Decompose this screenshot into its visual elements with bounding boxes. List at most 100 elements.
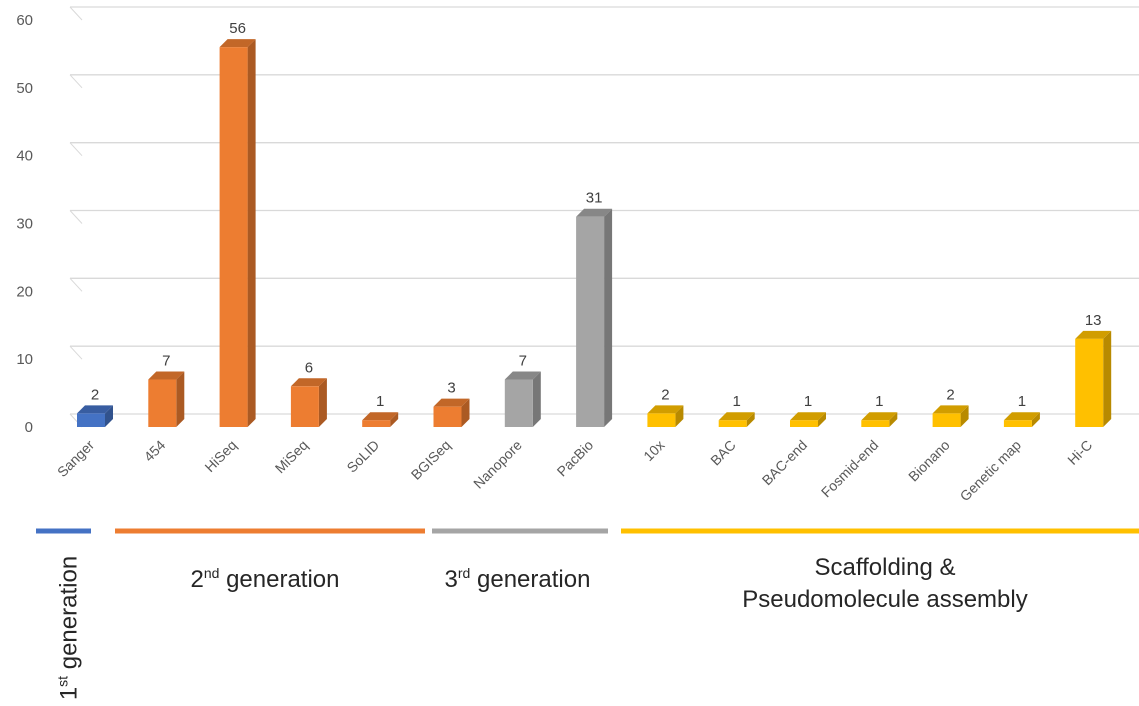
bar-front: [1075, 338, 1104, 427]
gridline-depth-50: [69, 74, 83, 89]
category-label-MiSeq: MiSeq: [272, 437, 311, 476]
gridline-depth-10: [69, 345, 83, 360]
bar-10x: [647, 405, 684, 427]
bar-top: [77, 405, 113, 414]
bar-front: [576, 216, 605, 427]
bar-front: [219, 47, 248, 428]
data-label-Bionano: 2: [946, 386, 954, 403]
bars: [77, 39, 1112, 428]
category-label-Fosmid-end: Fosmid-end: [818, 437, 882, 501]
gridline-depth-60: [69, 6, 83, 21]
y-tick-label-0: 0: [25, 419, 33, 436]
bar-Sanger: [77, 405, 113, 427]
bar-side: [532, 371, 541, 427]
bar-top: [504, 371, 541, 380]
data-label-Sanger: 2: [91, 386, 99, 403]
bar-top: [790, 412, 826, 421]
gridline-depth-40: [69, 142, 83, 157]
bar-top: [219, 39, 256, 48]
bar-side: [461, 398, 470, 427]
bar-BAC-end: [790, 412, 826, 427]
bar-side: [1031, 412, 1040, 427]
category-label-SoLID: SoLID: [343, 437, 382, 476]
bar-side: [105, 405, 113, 427]
category-label-PacBio: PacBio: [554, 437, 597, 480]
data-label-BGISeq: 3: [447, 380, 455, 397]
bar-top: [576, 208, 613, 217]
bar-top: [433, 398, 470, 407]
bar-side: [746, 412, 755, 427]
category-label-Sanger: Sanger: [54, 437, 97, 480]
bar-side: [390, 412, 399, 427]
group-label-2nd-generation: 2nd generation: [190, 565, 340, 593]
bar-side: [1103, 330, 1112, 427]
data-label-454: 7: [162, 353, 170, 370]
data-label-Fosmid-end: 1: [875, 393, 883, 410]
bar-front: [718, 420, 747, 427]
bar-front: [1003, 420, 1032, 427]
bar-side: [889, 412, 898, 427]
bar-front: [504, 379, 533, 427]
category-labels: Sanger 454 HiSeq MiSeq SoLID BGISeq Nanopore Pa…: [54, 437, 1095, 505]
y-tick-label-30: 30: [16, 216, 33, 233]
gridline-depth-20: [69, 277, 83, 292]
category-label-HiSeq: HiSeq: [201, 437, 239, 475]
bar-side: [675, 405, 684, 427]
category-label-454: 454: [141, 437, 169, 465]
bar-top: [861, 412, 898, 421]
bar-Genetic map: [1003, 412, 1040, 427]
bar-Fosmid-end: [861, 412, 898, 427]
bar-front: [362, 420, 391, 427]
data-label-MiSeq: 6: [305, 359, 313, 376]
gridline-depth-30: [69, 210, 83, 224]
category-label-BGISeq: BGISeq: [408, 437, 454, 483]
bar-side: [960, 405, 969, 427]
bar-front: [290, 386, 319, 427]
data-label-Genetic map: 1: [1018, 393, 1026, 410]
bar-front: [77, 413, 105, 427]
bar-BGISeq: [433, 398, 470, 427]
y-tick-label-40: 40: [16, 148, 33, 165]
bar-side: [604, 208, 613, 427]
category-label-BAC: BAC: [707, 437, 739, 469]
data-label-PacBio: 31: [586, 190, 603, 207]
bar-top: [1075, 330, 1112, 339]
bar-top: [932, 405, 969, 414]
bar-top: [1003, 412, 1040, 421]
data-label-Hi-C: 13: [1085, 312, 1102, 329]
data-label-HiSeq: 56: [229, 20, 246, 37]
bar-PacBio: [576, 208, 613, 427]
y-tick-label-20: 20: [16, 283, 33, 300]
bar-front: [932, 413, 961, 427]
bar-Nanopore: [504, 371, 541, 427]
bar-top: [362, 412, 399, 421]
bar-front: [148, 379, 177, 427]
bar-HiSeq: [219, 39, 256, 428]
bar-front: [861, 420, 890, 427]
category-label-Genetic map: Genetic map: [957, 437, 1025, 505]
bar-front: [647, 413, 676, 427]
category-label-BAC-end: BAC-end: [759, 437, 810, 488]
y-tick-label-10: 10: [16, 351, 33, 368]
bar-front: [433, 406, 462, 427]
y-tick-label-50: 50: [16, 80, 33, 97]
category-label-Nanopore: Nanopore: [470, 437, 525, 492]
bar-side: [318, 378, 327, 427]
data-label-BAC: 1: [733, 393, 741, 410]
group-label-scaffolding: Scaffolding & Pseudomolecule assembly: [742, 554, 1028, 613]
data-label-10x: 2: [661, 386, 669, 403]
bar-side: [176, 371, 185, 427]
bar-top: [647, 405, 684, 414]
bar-side: [818, 412, 826, 427]
category-label-Bionano: Bionano: [905, 437, 953, 485]
y-tick-label-60: 60: [16, 12, 33, 29]
bar-Hi-C: [1075, 330, 1112, 427]
bar-MiSeq: [290, 378, 327, 427]
bar-top: [148, 371, 185, 380]
data-label-Nanopore: 7: [519, 353, 527, 370]
bar-454: [148, 371, 185, 427]
bar-top: [718, 412, 755, 421]
y-axis-ticks: 0 10 20 30 40 50 60: [16, 12, 33, 436]
category-label-Hi-C: Hi-C: [1064, 437, 1095, 468]
